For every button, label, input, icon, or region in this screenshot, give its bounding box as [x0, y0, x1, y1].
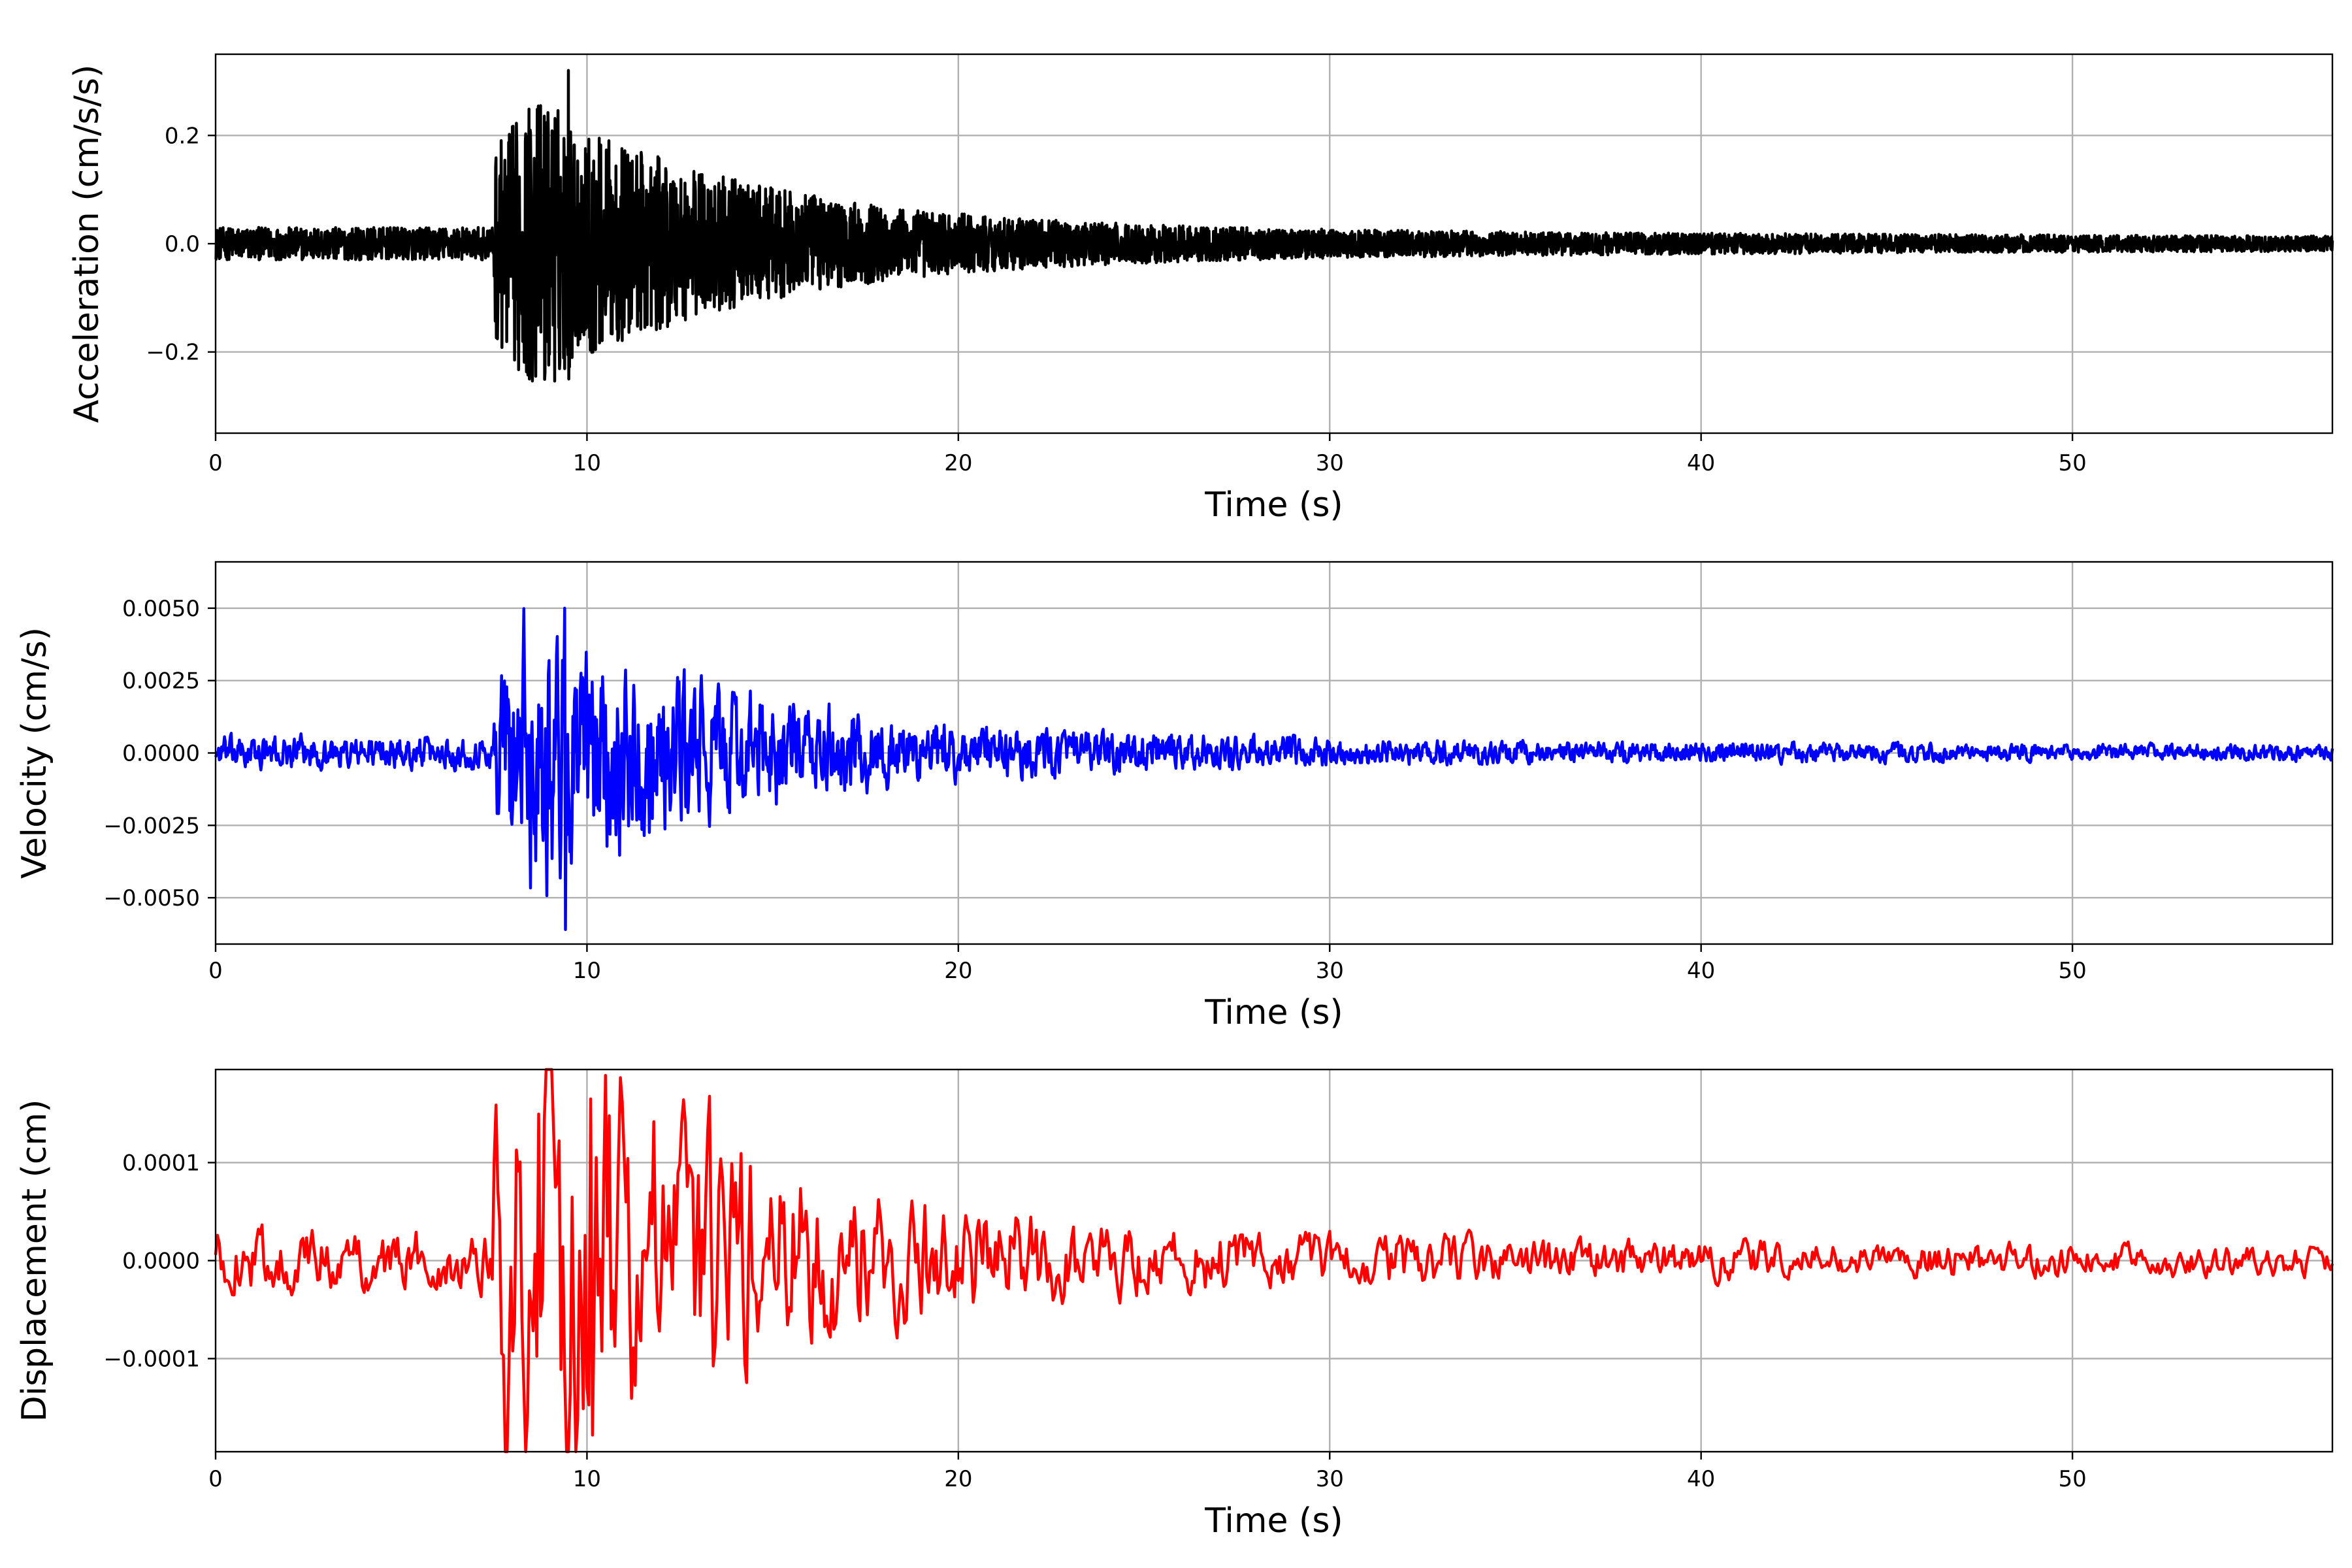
y-tick-label: 0.0025	[122, 668, 200, 694]
x-tick-label: 10	[573, 1466, 601, 1492]
x-tick-label: 30	[1316, 450, 1344, 476]
y-tick-label: 0.0000	[122, 741, 200, 767]
x-tick-label: 10	[573, 450, 601, 476]
y-tick-label: −0.0001	[104, 1347, 200, 1373]
panel-displacement: 0 10 20 30 40 50 −0.0001 0.0000 0.0001 Time (s) Di…	[15, 1068, 2334, 1541]
x-tick-label: 50	[2058, 958, 2086, 984]
x-tick-label: 50	[2058, 1466, 2086, 1492]
x-tick-label: 0	[208, 1466, 223, 1492]
y-tick-label: −0.0025	[104, 813, 200, 839]
y-tick-label: −0.2	[146, 340, 200, 366]
x-tick-label: 30	[1316, 958, 1344, 984]
acceleration-series-line	[214, 69, 2334, 383]
x-tick-label: 40	[1687, 1466, 1715, 1492]
x-tick-label: 40	[1687, 450, 1715, 476]
x-tick-label: 20	[944, 450, 972, 476]
x-axis-label: Time (s)	[1204, 1501, 1343, 1541]
y-tick-label: 0.0001	[122, 1151, 200, 1177]
panel-acceleration: 0 10 20 30 40 50 −0.2 0.0 0.2 Time (s) Acceleratio…	[67, 53, 2334, 525]
x-tick-label: 0	[208, 450, 223, 476]
x-tick-label: 20	[944, 1466, 972, 1492]
y-tick-label: −0.0050	[104, 885, 200, 911]
x-tick-label: 10	[573, 958, 601, 984]
y-axis-label: Displacement (cm)	[15, 1100, 54, 1422]
x-tick-label: 0	[208, 958, 223, 984]
y-tick-label: 0.0	[165, 231, 200, 257]
x-tick-label: 40	[1687, 958, 1715, 984]
x-axis-label: Time (s)	[1204, 485, 1343, 525]
x-tick-label: 20	[944, 958, 972, 984]
x-axis-label: Time (s)	[1204, 993, 1343, 1032]
y-axis-label: Velocity (cm/s)	[15, 627, 54, 879]
y-tick-label: 0.0000	[122, 1249, 200, 1275]
y-tick-label: 0.2	[165, 123, 200, 149]
x-tick-label: 50	[2058, 450, 2086, 476]
velocity-series-line	[214, 606, 2334, 932]
y-axis-label: Acceleration (cm/s/s)	[67, 65, 106, 423]
x-tick-label: 30	[1316, 1466, 1344, 1492]
y-tick-label: 0.0050	[122, 596, 200, 622]
panel-velocity: 0 10 20 30 40 50 −0.0050 −0.0025 0.0000 0.0025 0.0…	[15, 561, 2334, 1032]
